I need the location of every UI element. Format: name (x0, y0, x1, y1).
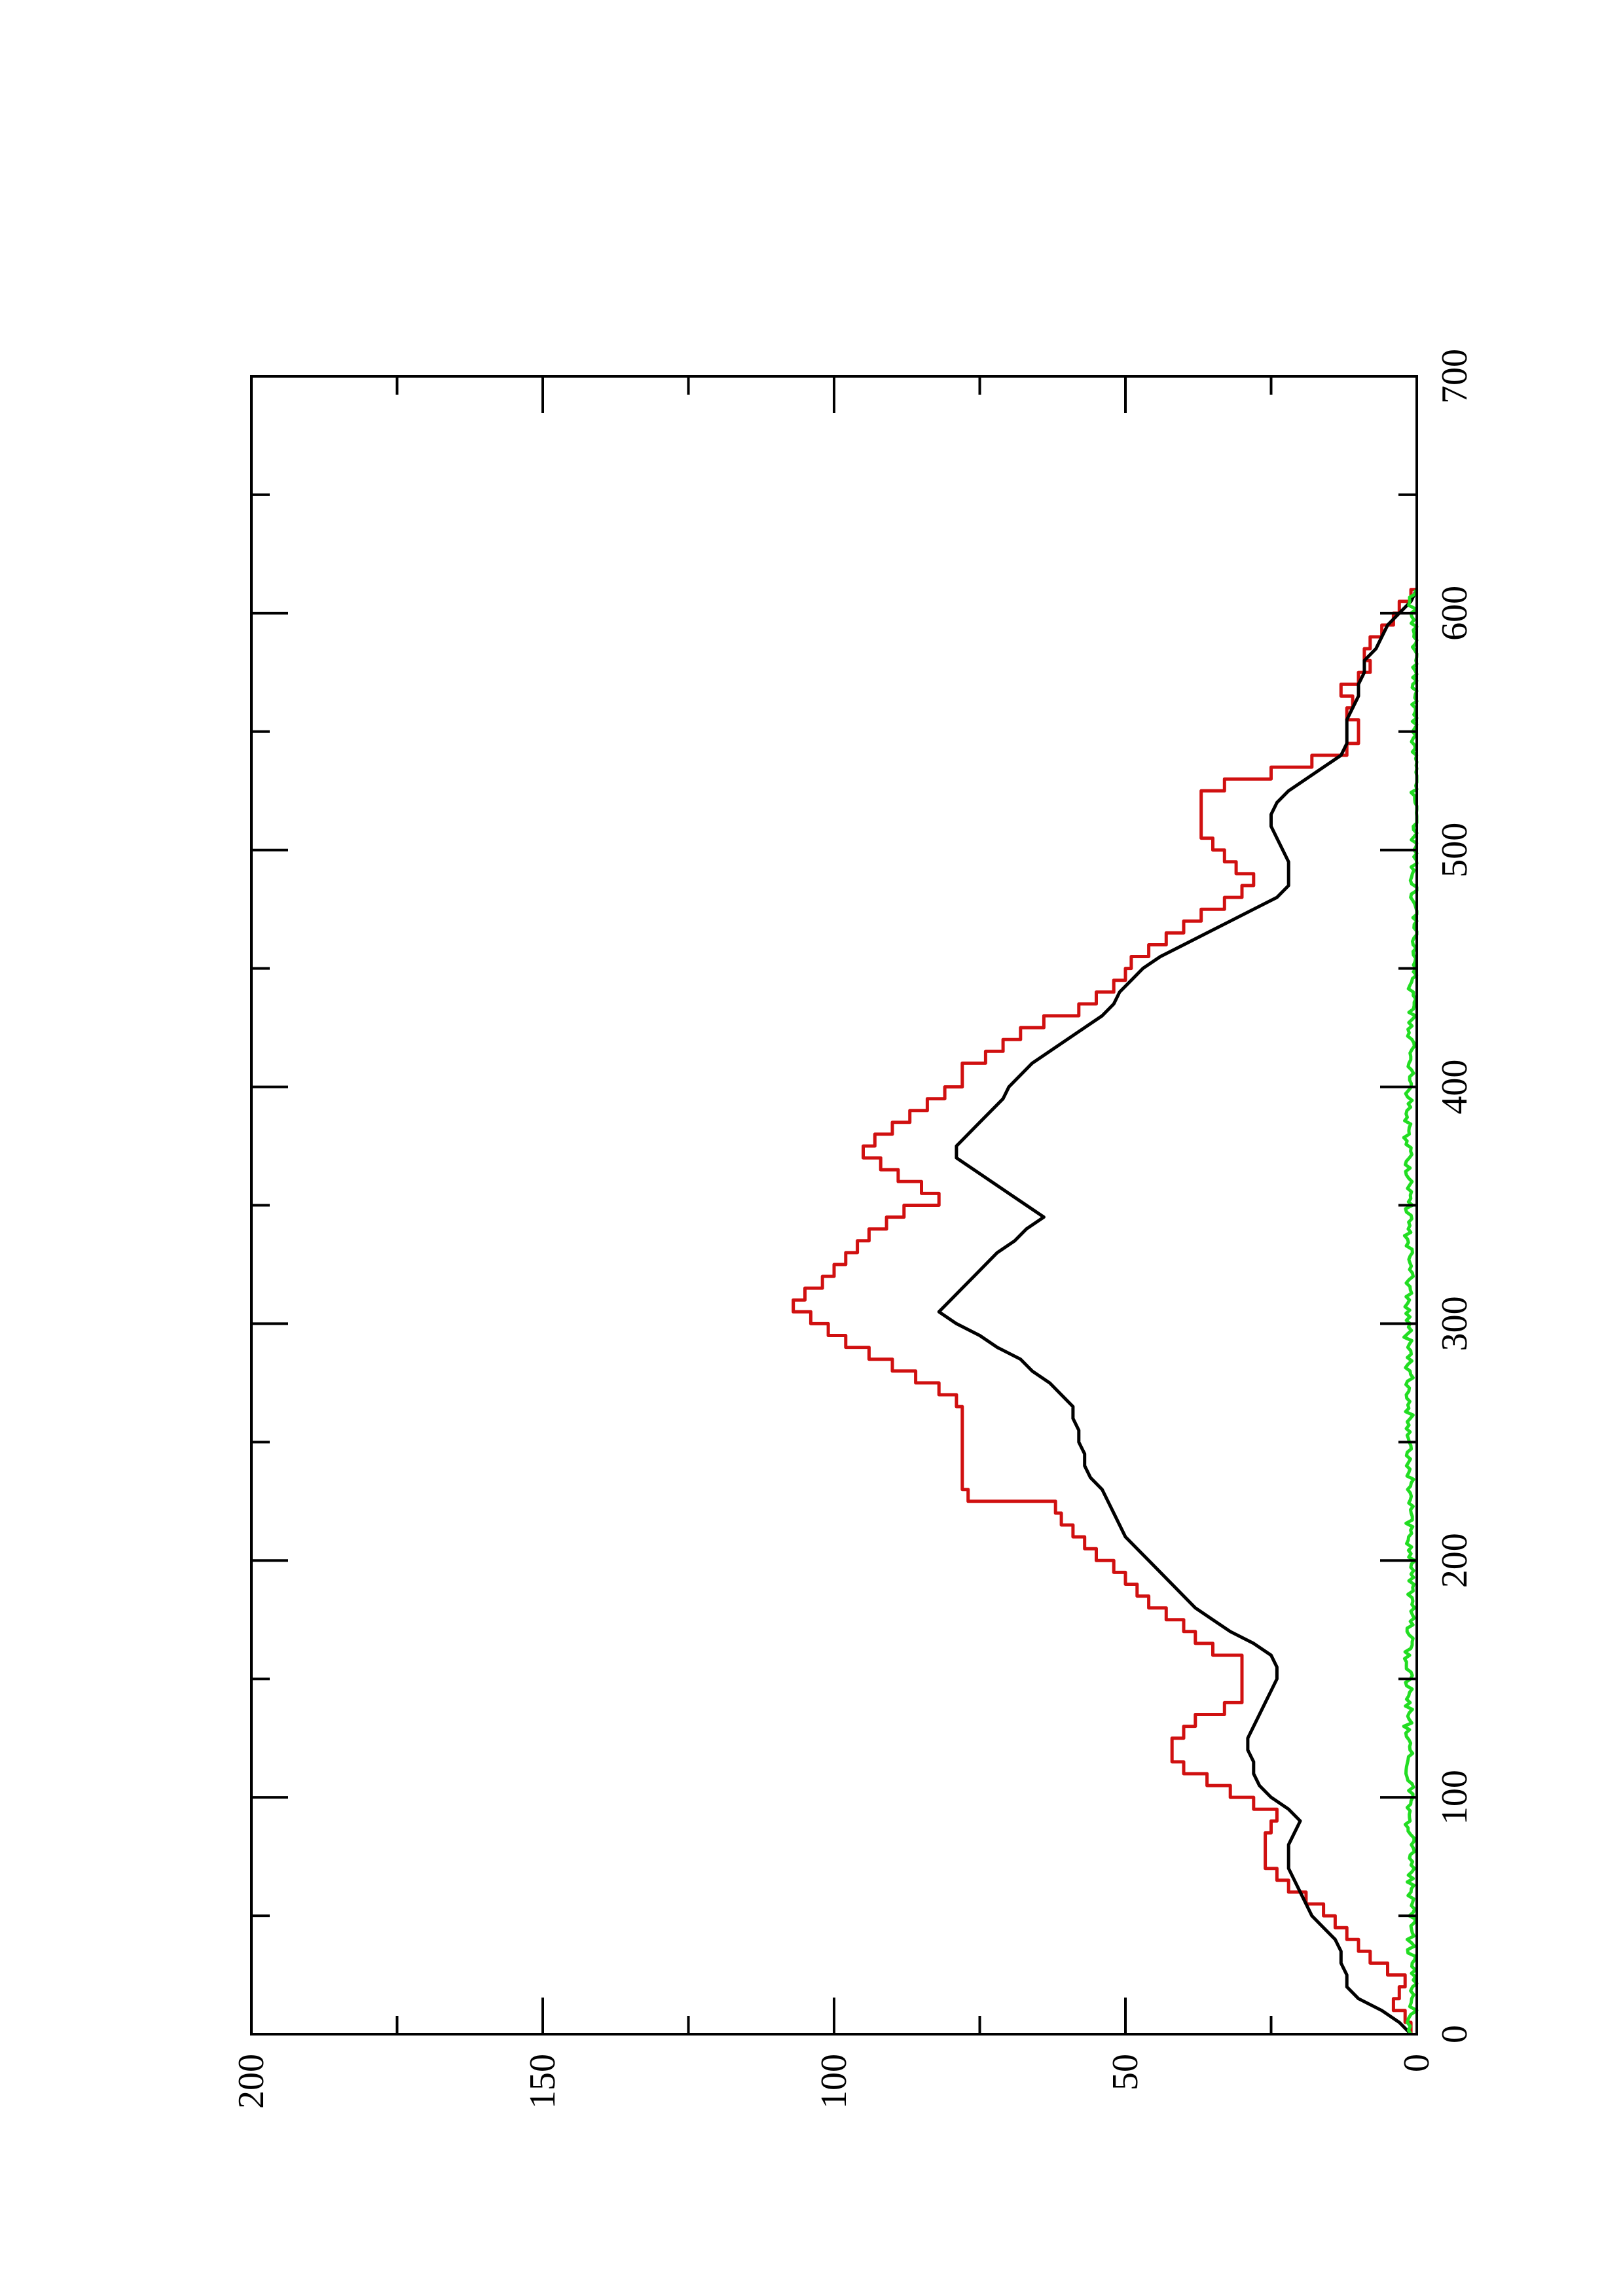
labels-layer: 0 100 200 300 400 500 600 700 0 50 100 150 200 (231, 349, 1475, 2109)
x-tick-label: 300 (1434, 1296, 1475, 1351)
x-tick-label: 0 (1434, 2025, 1475, 2043)
y-tick-label: 0 (1396, 2054, 1437, 2072)
plot-frame (250, 375, 1418, 2036)
x-tick-label: 200 (1434, 1533, 1475, 1588)
x-tick-label: 100 (1434, 1770, 1475, 1825)
x-tick-label: 700 (1434, 349, 1475, 404)
x-tick-label: 600 (1434, 586, 1475, 641)
series-line-1 (792, 588, 1417, 2034)
x-tick-label: 400 (1434, 1060, 1475, 1115)
y-tick-label: 50 (1105, 2054, 1146, 2090)
y-tick-label: 100 (814, 2054, 854, 2109)
series-line-2 (937, 588, 1419, 2036)
y-tick-label: 150 (522, 2054, 563, 2109)
y-tick-label: 200 (231, 2054, 272, 2109)
x-tick-label: 500 (1434, 823, 1475, 878)
